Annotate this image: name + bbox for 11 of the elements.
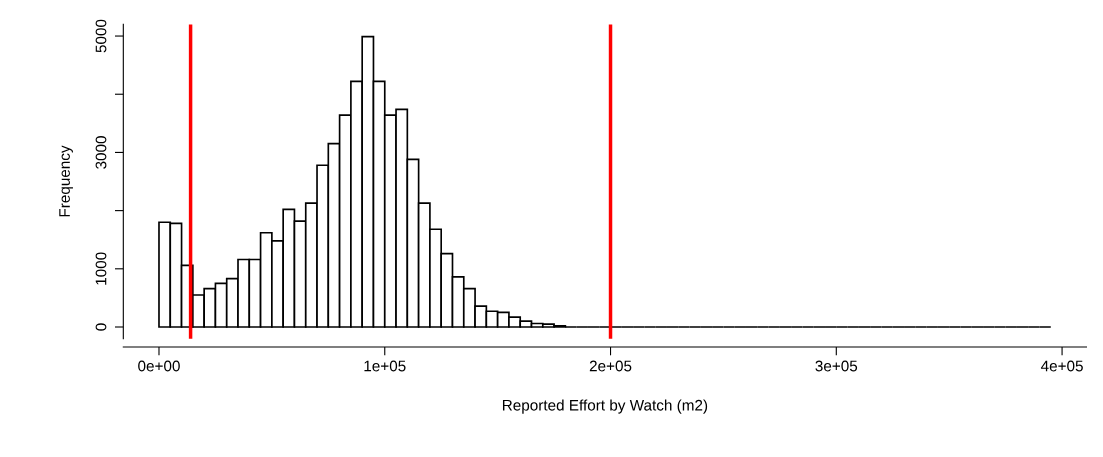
x-tick-label: 0e+00 bbox=[138, 360, 180, 372]
y-axis-title: Frequency bbox=[59, 145, 73, 217]
x-tick-label: 4e+05 bbox=[1040, 360, 1083, 372]
x-tick-label: 2e+05 bbox=[589, 360, 632, 372]
y-tick-label: 0 bbox=[95, 323, 107, 331]
x-tick-label: 3e+05 bbox=[815, 360, 858, 372]
y-tick-label: 5000 bbox=[95, 19, 107, 53]
y-tick-label: 3000 bbox=[95, 136, 107, 169]
y-tick-label: 1000 bbox=[95, 252, 107, 285]
x-axis-title: Reported Effort by Watch (m2) bbox=[502, 399, 708, 414]
x-tick-label: 1e+05 bbox=[364, 360, 406, 372]
